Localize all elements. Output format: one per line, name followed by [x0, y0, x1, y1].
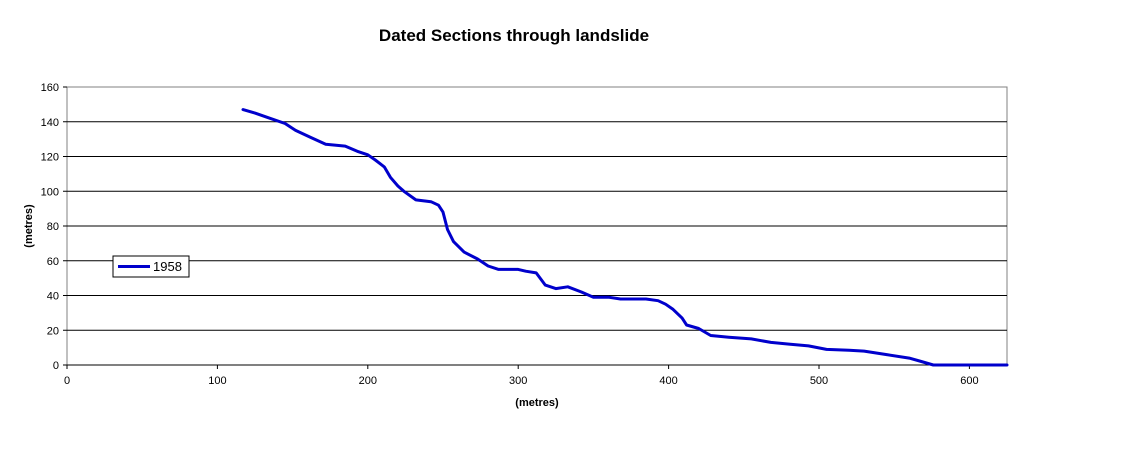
x-tick-label: 0: [64, 375, 70, 387]
legend-label: 1958: [153, 259, 182, 274]
chart-title: Dated Sections through landslide: [378, 26, 650, 45]
y-tick-label: 40: [47, 291, 59, 303]
x-tick-label: 600: [960, 375, 978, 387]
x-tick-label: 200: [359, 375, 377, 387]
legend: 1958: [112, 255, 190, 278]
y-tick-label: 0: [53, 360, 59, 372]
legend-box: [112, 255, 190, 278]
x-tick-label: 400: [659, 375, 677, 387]
x-axis-label: (metres): [515, 397, 559, 409]
y-tick-label: 60: [47, 256, 59, 268]
x-tick-label: 500: [810, 375, 828, 387]
y-tick-label: 20: [47, 325, 59, 337]
x-axis: 0 100 200 300 400 500 600: [64, 364, 1007, 387]
y-tick-label: 80: [47, 221, 59, 233]
y-tick-label: 140: [41, 117, 59, 129]
y-axis-label: (metres): [23, 204, 35, 248]
y-axis: 0 20 40 60 80 100 120 140 160: [41, 82, 67, 372]
series-group: [241, 108, 1009, 367]
y-tick-label: 120: [41, 152, 59, 164]
series-line-1958: [241, 108, 1009, 367]
y-tick-label: 160: [41, 82, 59, 94]
gridlines: [67, 121, 1007, 331]
y-tick-label: 100: [41, 186, 59, 198]
x-tick-label: 100: [208, 375, 226, 387]
x-tick-label: 300: [509, 375, 527, 387]
